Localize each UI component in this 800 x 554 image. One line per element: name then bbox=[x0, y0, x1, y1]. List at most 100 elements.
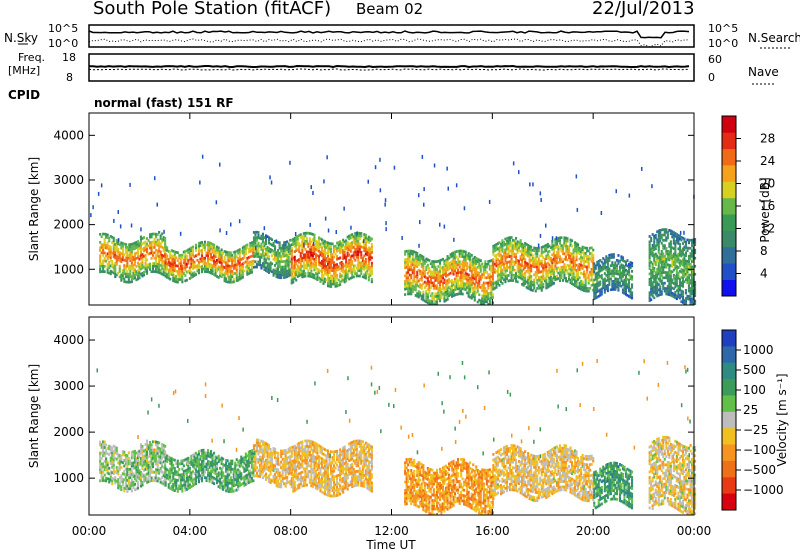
echo-cell bbox=[336, 249, 339, 253]
echo-cell bbox=[665, 239, 668, 242]
echo-cell bbox=[121, 461, 124, 465]
echo-cell bbox=[150, 235, 153, 239]
echo-cell bbox=[284, 270, 287, 274]
echo-cell bbox=[310, 232, 313, 236]
echo-cell bbox=[314, 245, 318, 248]
echo-cell bbox=[437, 278, 440, 282]
echo-cell bbox=[237, 257, 240, 260]
echo-cell bbox=[580, 247, 583, 251]
echo-cell bbox=[524, 279, 527, 283]
echo-cell bbox=[164, 464, 167, 467]
echo-cell bbox=[656, 259, 659, 263]
echo-cell bbox=[660, 228, 663, 232]
echo-cell bbox=[169, 256, 172, 259]
echo-cell bbox=[268, 236, 271, 239]
echo-cell bbox=[684, 289, 688, 292]
echo-cell bbox=[683, 272, 686, 276]
echo-cell bbox=[475, 291, 478, 295]
echo-cell bbox=[367, 235, 370, 239]
echo-cell bbox=[672, 260, 675, 264]
echo-cell bbox=[366, 269, 369, 273]
echo-cell bbox=[316, 246, 319, 249]
echo-cell bbox=[255, 236, 259, 239]
echo-cell bbox=[149, 452, 152, 455]
echo-cell bbox=[524, 263, 527, 267]
echo-cell bbox=[152, 251, 155, 255]
echo-cell bbox=[130, 470, 133, 474]
echo-cell bbox=[120, 460, 123, 464]
echo-cell bbox=[426, 279, 429, 283]
echo-cell bbox=[124, 245, 127, 249]
echo-cell bbox=[498, 241, 501, 244]
echo-cell bbox=[422, 274, 425, 278]
y-tick-label: 4000 bbox=[53, 128, 84, 142]
echo-cell bbox=[331, 282, 334, 286]
echo-cell bbox=[238, 261, 241, 265]
echo-cell bbox=[144, 476, 147, 480]
echo-cell bbox=[220, 261, 223, 265]
echo-cell bbox=[653, 296, 656, 300]
echo-cell bbox=[301, 272, 304, 276]
echo-cell bbox=[659, 234, 662, 238]
echo-cell bbox=[572, 253, 575, 257]
echo-cell bbox=[671, 233, 674, 236]
echo-cell bbox=[370, 280, 373, 284]
echo-cell bbox=[208, 249, 211, 253]
echo-cell bbox=[103, 265, 106, 268]
echo-cell bbox=[257, 263, 260, 266]
echo-cell bbox=[586, 268, 589, 271]
echo-cell bbox=[539, 260, 542, 263]
echo-cell bbox=[408, 260, 411, 264]
echo-cell bbox=[187, 261, 190, 265]
echo-cell bbox=[129, 264, 132, 268]
echo-cell bbox=[457, 268, 460, 272]
echo-cell bbox=[669, 272, 672, 276]
echo-cell bbox=[609, 277, 612, 281]
echo-cell bbox=[169, 277, 172, 281]
echo-cell bbox=[422, 282, 425, 286]
echo-cell bbox=[674, 264, 677, 267]
echo-cell bbox=[662, 263, 665, 266]
echo-cell bbox=[659, 288, 662, 291]
echo-cell bbox=[531, 254, 534, 257]
echo-cell bbox=[304, 242, 307, 246]
echo-cell bbox=[152, 240, 155, 244]
echo-cell bbox=[330, 263, 333, 267]
echo-cell bbox=[208, 252, 211, 255]
echo-cell bbox=[492, 252, 495, 256]
echo-cell bbox=[102, 248, 105, 252]
echo-cell bbox=[115, 452, 118, 456]
echo-cell bbox=[296, 259, 299, 262]
echo-cell bbox=[214, 274, 217, 277]
echo-cell bbox=[609, 272, 612, 275]
echo-cell bbox=[265, 234, 268, 238]
echo-cell bbox=[555, 269, 559, 273]
echo-cell bbox=[675, 265, 678, 268]
echo-cell bbox=[684, 262, 688, 265]
echo-cell bbox=[208, 246, 211, 250]
echo-cell bbox=[487, 260, 490, 263]
echo-cell bbox=[498, 251, 501, 255]
echo-cell bbox=[126, 468, 129, 471]
echo-cell bbox=[155, 232, 158, 236]
echo-cell bbox=[132, 245, 135, 248]
echo-cell bbox=[675, 238, 678, 242]
echo-cell bbox=[476, 265, 479, 269]
echo-cell bbox=[325, 267, 328, 271]
echo-cell bbox=[528, 263, 531, 267]
echo-cell bbox=[307, 261, 310, 264]
echo-cell bbox=[149, 244, 152, 247]
echo-cell bbox=[584, 278, 587, 282]
echo-cell bbox=[519, 268, 522, 272]
echo-cell bbox=[284, 267, 287, 271]
echo-cell bbox=[231, 280, 234, 284]
echo-cell bbox=[586, 246, 589, 250]
echo-cell bbox=[159, 450, 162, 454]
echo-cell bbox=[304, 231, 307, 235]
echo-cell bbox=[446, 257, 449, 261]
echo-cell bbox=[308, 264, 311, 267]
echo-cell bbox=[572, 272, 575, 276]
echo-cell bbox=[428, 280, 431, 284]
echo-cell bbox=[269, 266, 272, 270]
echo-cell bbox=[502, 249, 506, 252]
